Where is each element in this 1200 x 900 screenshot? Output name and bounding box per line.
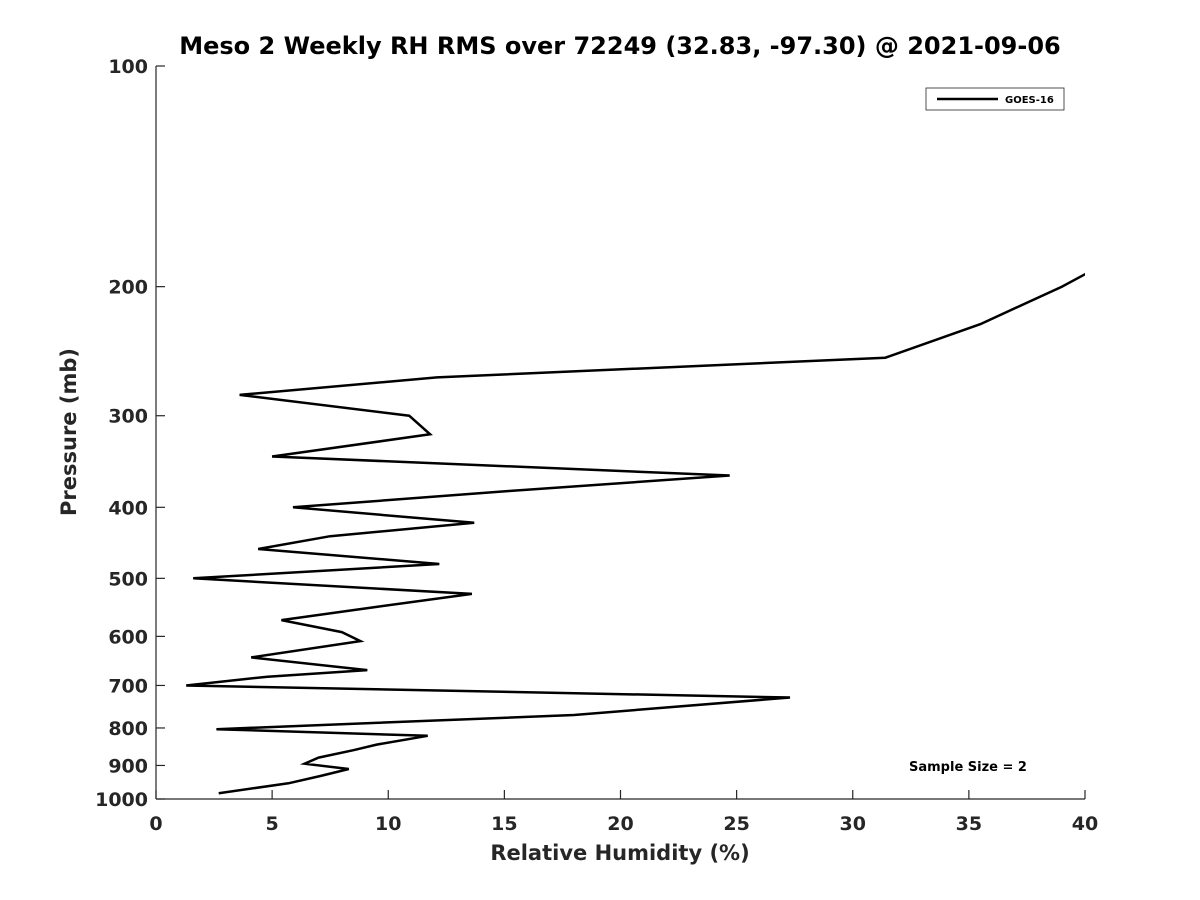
x-axis-ticks: 0 5 10 15 20 25 30 35 40: [149, 790, 1098, 835]
x-tick-label: 0: [149, 813, 162, 835]
legend: GOES-16: [925, 87, 1065, 111]
y-tick-label: 300: [108, 406, 148, 428]
y-tick-label: 900: [108, 755, 148, 777]
plot-area: 0 5 10 15 20 25 30 35 40 100 200 300 400 500 600 700 80…: [95, 56, 1098, 835]
y-tick-label: 600: [108, 626, 148, 648]
x-tick-label: 15: [491, 813, 517, 835]
sample-size-annotation: Sample Size = 2: [909, 760, 1027, 775]
y-tick-label: 1000: [95, 789, 148, 811]
x-tick-label: 5: [266, 813, 279, 835]
y-tick-label: 700: [108, 675, 148, 697]
y-axis-ticks: 100 200 300 400 500 600 700 800 900 1000: [95, 56, 165, 811]
legend-label-goes-16: GOES-16: [1005, 95, 1054, 106]
x-axis-label: Relative Humidity (%): [490, 841, 749, 865]
y-tick-label: 800: [108, 718, 148, 740]
series-layer: [186, 272, 1085, 795]
y-tick-label: 100: [108, 56, 148, 78]
series-line-goes-16: [186, 272, 1085, 795]
x-tick-label: 25: [723, 813, 749, 835]
x-tick-label: 10: [375, 813, 401, 835]
x-tick-label: 30: [840, 813, 866, 835]
y-tick-label: 400: [108, 497, 148, 519]
chart-title: Meso 2 Weekly RH RMS over 72249 (32.83, …: [179, 32, 1061, 60]
x-tick-label: 40: [1072, 813, 1098, 835]
x-tick-label: 35: [956, 813, 982, 835]
y-axis-label: Pressure (mb): [57, 348, 81, 516]
x-tick-label: 20: [607, 813, 633, 835]
y-tick-label: 500: [108, 568, 148, 590]
y-tick-label: 200: [108, 277, 148, 299]
